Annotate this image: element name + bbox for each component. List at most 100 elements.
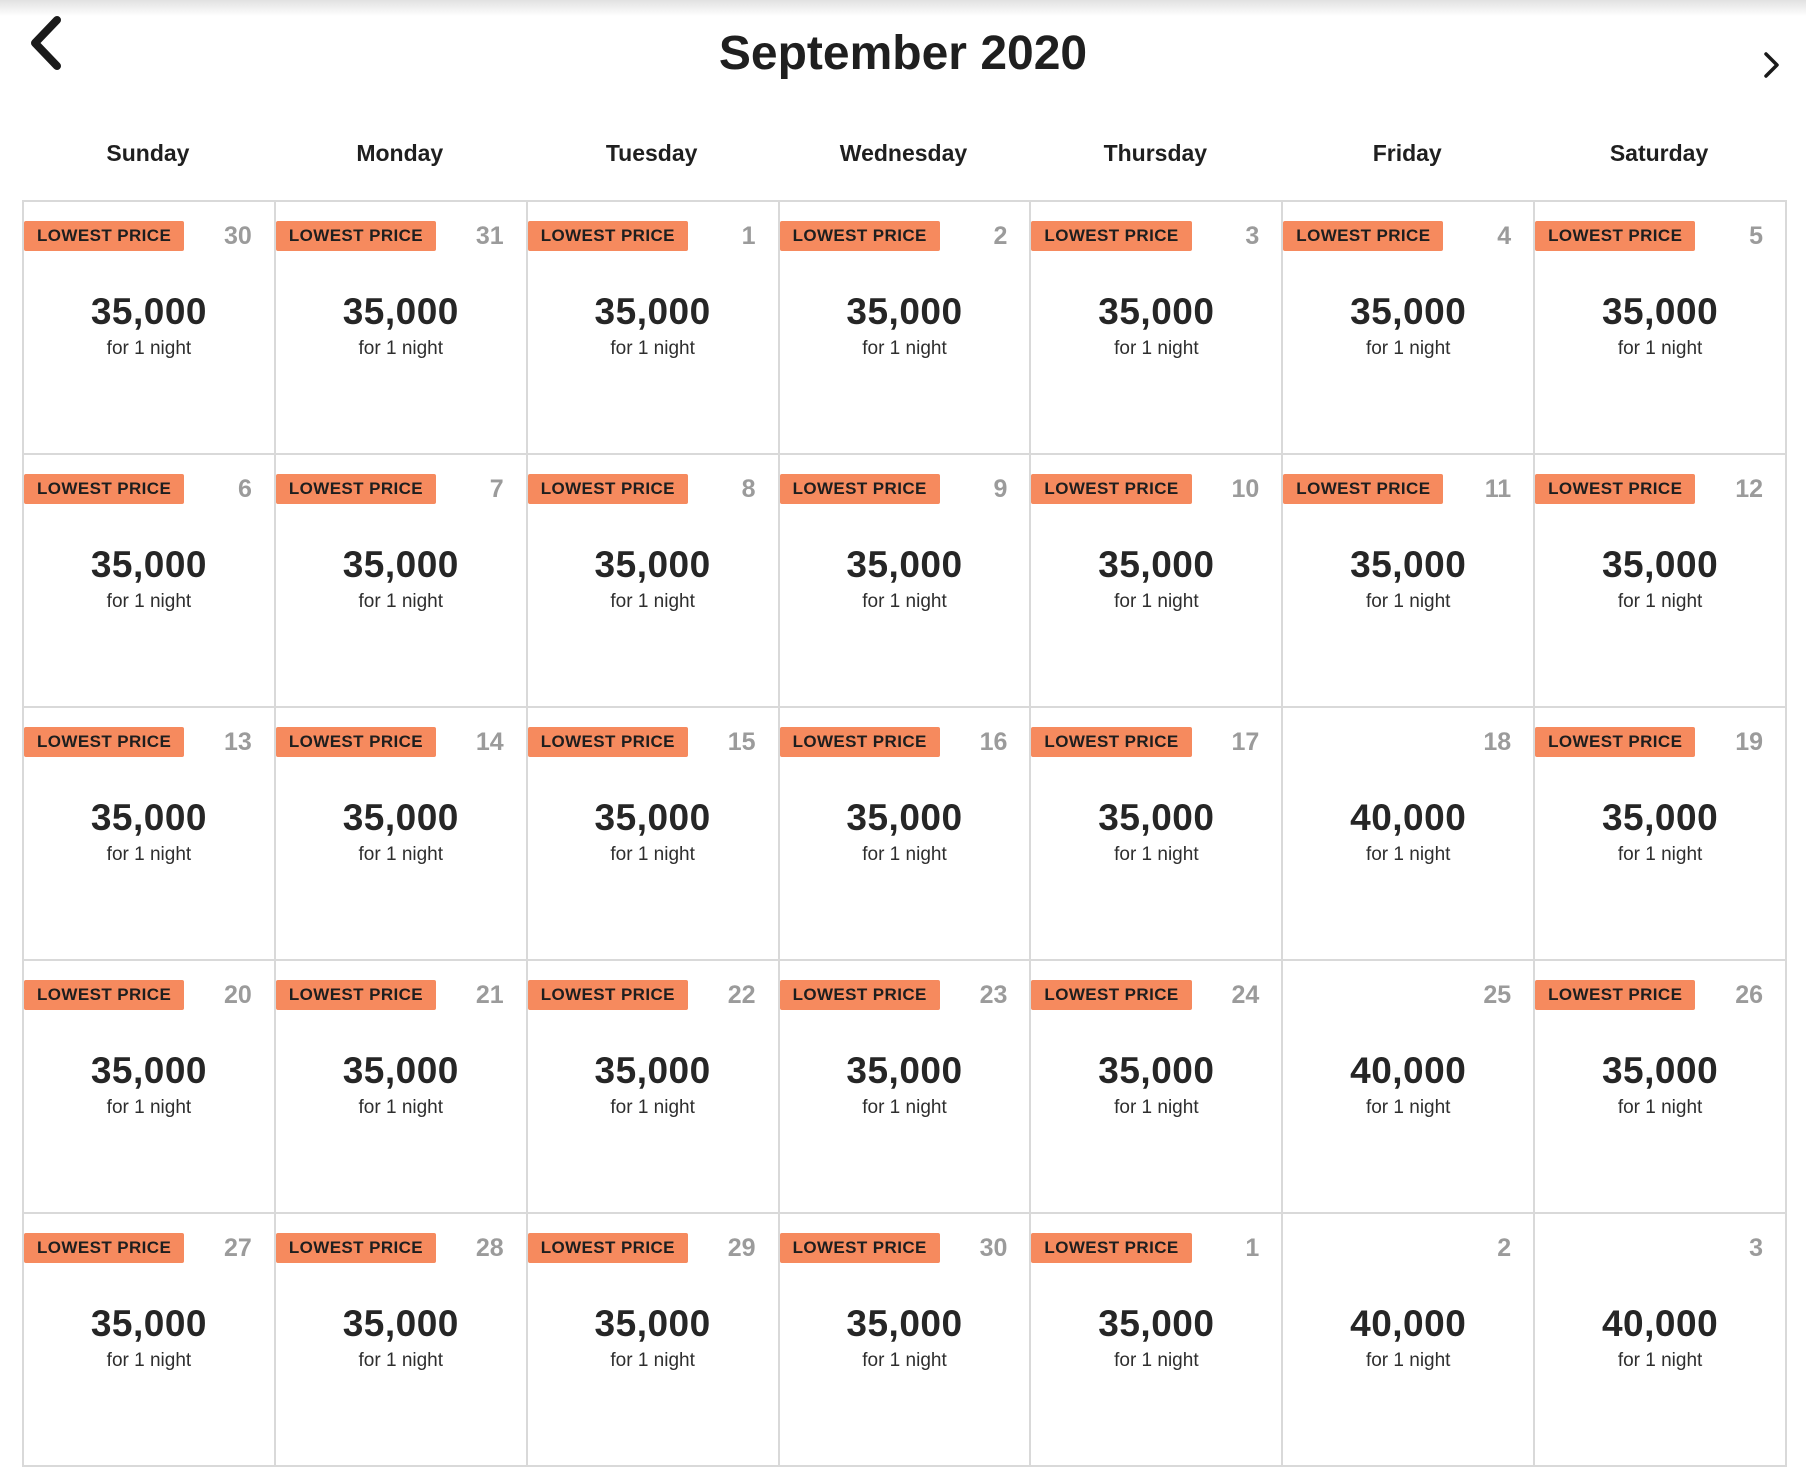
price-value: 40,000 (1350, 1303, 1467, 1344)
day-cell[interactable]: LOWEST PRICE 17 35,000 for 1 night (1031, 708, 1284, 961)
day-cell[interactable]: LOWEST PRICE 15 35,000 for 1 night (527, 708, 780, 961)
price-block: 35,000 for 1 night (1031, 1052, 1281, 1120)
price-suffix: for 1 night (610, 1350, 695, 1371)
day-cell[interactable]: 18 40,000 for 1 night (1283, 708, 1536, 961)
day-cell[interactable]: LOWEST PRICE 24 35,000 for 1 night (1031, 961, 1284, 1214)
price-block: 35,000 for 1 night (24, 799, 274, 867)
day-cell-header: LOWEST PRICE 5 (1535, 221, 1785, 251)
price-value: 35,000 (846, 1303, 963, 1344)
price-suffix: for 1 night (862, 591, 947, 612)
day-cell[interactable]: LOWEST PRICE 19 35,000 for 1 night (1535, 708, 1787, 961)
price-suffix: for 1 night (358, 338, 444, 359)
day-cell[interactable]: LOWEST PRICE 8 35,000 for 1 night (527, 455, 780, 708)
lowest-price-badge: LOWEST PRICE (527, 980, 688, 1010)
day-cell-header: LOWEST PRICE 30 (24, 221, 274, 251)
lowest-price-badge: LOWEST PRICE (527, 1233, 688, 1263)
price-suffix: for 1 night (610, 844, 695, 865)
day-cell-header: LOWEST PRICE 8 (527, 474, 778, 504)
price-block: 35,000 for 1 night (528, 1305, 778, 1373)
day-cell[interactable]: LOWEST PRICE 5 35,000 for 1 night (1535, 202, 1787, 455)
day-cell[interactable]: LOWEST PRICE 7 35,000 for 1 night (275, 455, 528, 708)
day-cell[interactable]: LOWEST PRICE 26 35,000 for 1 night (1535, 961, 1787, 1214)
price-block: 40,000 for 1 night (1283, 1052, 1533, 1120)
day-cell[interactable]: LOWEST PRICE 10 35,000 for 1 night (1031, 455, 1284, 708)
price-suffix: for 1 night (106, 1097, 192, 1118)
day-cell[interactable]: LOWEST PRICE 28 35,000 for 1 night (275, 1214, 528, 1467)
day-cell-header: LOWEST PRICE 21 (275, 980, 526, 1010)
day-cell-header: 18 (1283, 727, 1533, 757)
price-suffix: for 1 night (610, 1097, 695, 1118)
day-cell[interactable]: LOWEST PRICE 9 35,000 for 1 night (779, 455, 1032, 708)
price-block: 35,000 for 1 night (276, 1305, 526, 1373)
price-block: 35,000 for 1 night (1031, 799, 1281, 867)
lowest-price-badge: LOWEST PRICE (1535, 980, 1696, 1010)
previous-month-button[interactable] (22, 14, 66, 76)
day-cell[interactable]: LOWEST PRICE 16 35,000 for 1 night (779, 708, 1032, 961)
price-suffix: for 1 night (106, 844, 192, 865)
day-cell[interactable]: LOWEST PRICE 14 35,000 for 1 night (275, 708, 528, 961)
price-block: 40,000 for 1 night (1535, 1305, 1785, 1373)
day-cell[interactable]: LOWEST PRICE 1 35,000 for 1 night (1031, 1214, 1284, 1467)
price-suffix: for 1 night (106, 338, 192, 359)
price-suffix: for 1 night (358, 591, 444, 612)
price-block: 35,000 for 1 night (24, 546, 274, 614)
lowest-price-badge: LOWEST PRICE (1031, 474, 1192, 504)
price-block: 35,000 for 1 night (780, 546, 1030, 614)
day-cell[interactable]: LOWEST PRICE 20 35,000 for 1 night (24, 961, 276, 1214)
day-number: 2 (1497, 1234, 1512, 1262)
day-cell-header: LOWEST PRICE 12 (1535, 474, 1785, 504)
day-cell-header: LOWEST PRICE 26 (1535, 980, 1785, 1010)
day-number: 26 (1735, 981, 1763, 1009)
day-cell[interactable]: LOWEST PRICE 2 35,000 for 1 night (779, 202, 1032, 455)
chevron-right-icon (1762, 51, 1780, 84)
day-cell[interactable]: LOWEST PRICE 12 35,000 for 1 night (1535, 455, 1787, 708)
price-suffix: for 1 night (1617, 1097, 1703, 1118)
price-block: 35,000 for 1 night (528, 293, 778, 361)
day-cell[interactable]: LOWEST PRICE 23 35,000 for 1 night (779, 961, 1032, 1214)
price-block: 35,000 for 1 night (780, 1052, 1030, 1120)
day-number: 23 (979, 981, 1008, 1009)
day-cell[interactable]: 3 40,000 for 1 night (1535, 1214, 1787, 1467)
day-cell[interactable]: LOWEST PRICE 13 35,000 for 1 night (24, 708, 276, 961)
day-cell[interactable]: 2 40,000 for 1 night (1283, 1214, 1536, 1467)
price-value: 35,000 (594, 1050, 711, 1091)
day-cell[interactable]: LOWEST PRICE 31 35,000 for 1 night (275, 202, 528, 455)
price-block: 35,000 for 1 night (528, 1052, 778, 1120)
day-cell[interactable]: LOWEST PRICE 29 35,000 for 1 night (527, 1214, 780, 1467)
lowest-price-badge: LOWEST PRICE (1031, 727, 1192, 757)
price-value: 35,000 (1098, 291, 1215, 332)
day-cell[interactable]: LOWEST PRICE 1 35,000 for 1 night (527, 202, 780, 455)
day-number: 29 (727, 1234, 756, 1262)
day-cell-header: 2 (1283, 1233, 1533, 1263)
price-suffix: for 1 night (1114, 1097, 1199, 1118)
lowest-price-badge: LOWEST PRICE (275, 727, 437, 757)
day-cell[interactable]: LOWEST PRICE 4 35,000 for 1 night (1283, 202, 1536, 455)
price-block: 35,000 for 1 night (780, 293, 1030, 361)
day-cell-header: LOWEST PRICE 27 (24, 1233, 274, 1263)
next-month-button[interactable] (1756, 50, 1786, 84)
day-number: 1 (1245, 1234, 1260, 1262)
price-block: 35,000 for 1 night (1283, 546, 1533, 614)
price-suffix: for 1 night (862, 1097, 947, 1118)
day-cell[interactable]: LOWEST PRICE 21 35,000 for 1 night (275, 961, 528, 1214)
price-value: 35,000 (1098, 544, 1215, 585)
price-block: 35,000 for 1 night (1535, 293, 1785, 361)
day-cell[interactable]: LOWEST PRICE 30 35,000 for 1 night (779, 1214, 1032, 1467)
price-suffix: for 1 night (1114, 591, 1199, 612)
day-cell[interactable]: LOWEST PRICE 3 35,000 for 1 night (1031, 202, 1284, 455)
day-number: 21 (475, 981, 504, 1009)
weekday-label-friday: Friday (1372, 140, 1442, 166)
day-cell[interactable]: LOWEST PRICE 11 35,000 for 1 night (1283, 455, 1536, 708)
day-cell[interactable]: LOWEST PRICE 30 35,000 for 1 night (24, 202, 276, 455)
price-suffix: for 1 night (358, 1097, 444, 1118)
price-suffix: for 1 night (610, 591, 695, 612)
day-cell[interactable]: LOWEST PRICE 6 35,000 for 1 night (24, 455, 276, 708)
day-cell-header: LOWEST PRICE 1 (1031, 1233, 1281, 1263)
day-cell[interactable]: LOWEST PRICE 22 35,000 for 1 night (527, 961, 780, 1214)
price-value: 35,000 (1350, 544, 1467, 585)
day-cell[interactable]: 25 40,000 for 1 night (1283, 961, 1536, 1214)
day-number: 6 (237, 475, 252, 503)
day-cell[interactable]: LOWEST PRICE 27 35,000 for 1 night (24, 1214, 276, 1467)
page-title: September 2020 (718, 27, 1088, 80)
lowest-price-badge: LOWEST PRICE (24, 1233, 185, 1263)
